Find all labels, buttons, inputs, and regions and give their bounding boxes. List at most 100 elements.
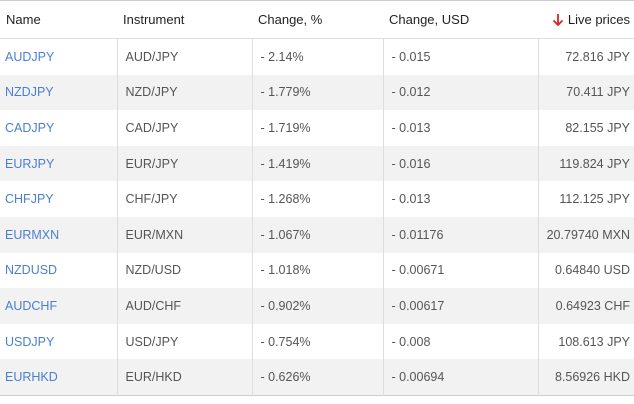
symbol-link[interactable]: AUDCHF	[5, 298, 58, 313]
symbol-link[interactable]: CADJPY	[5, 120, 55, 135]
cell-live-prices: 20.79740 MXN	[537, 216, 634, 253]
cell-change-percent: - 1.067%	[251, 216, 383, 253]
cell-text: - 0.00617	[391, 298, 445, 313]
symbol-link[interactable]: EURHKD	[5, 370, 58, 385]
cell-text: 0.64840 USD	[554, 263, 630, 278]
cell-change-percent: - 0.902%	[251, 288, 383, 324]
cell-text: - 0.013	[391, 192, 431, 207]
cell-text: - 0.016	[391, 156, 431, 171]
cell-text: - 0.00671	[391, 263, 445, 278]
cell-instrument: EUR/JPY	[116, 145, 252, 182]
cell-text: - 0.902%	[260, 298, 311, 313]
cell-change-usd: - 0.012	[382, 74, 538, 111]
cell-text: - 0.00694	[391, 370, 445, 385]
cell-text: - 2.14%	[260, 49, 304, 64]
cell-change-usd: - 0.00671	[382, 252, 538, 289]
cell-change-percent: - 0.626%	[251, 359, 383, 396]
header-text: Change, USD	[389, 12, 470, 27]
cell-instrument: EUR/HKD	[116, 359, 252, 396]
cell-name: AUDCHF	[0, 288, 117, 324]
cell-live-prices: 8.56926 HKD	[537, 359, 634, 396]
header-change-usd: Change, USD	[383, 0, 538, 39]
cell-change-usd: - 0.00694	[382, 359, 538, 396]
cell-change-percent: - 0.754%	[251, 323, 383, 360]
symbol-link[interactable]: USDJPY	[5, 334, 55, 349]
cell-change-percent: - 1.268%	[251, 181, 383, 217]
cell-live-prices: 112.125 JPY	[537, 181, 634, 217]
cell-change-percent: - 1.719%	[251, 110, 383, 146]
cell-text: AUD/CHF	[125, 298, 182, 313]
cell-instrument: AUD/CHF	[116, 288, 252, 324]
cell-text: - 0.012	[391, 85, 431, 100]
cell-text: - 0.626%	[260, 370, 311, 385]
table-row: NZDUSD NZD/USD - 1.018% - 0.00671 0.64840 US…	[0, 252, 634, 289]
cell-instrument: USD/JPY	[116, 323, 252, 360]
cell-text: USD/JPY	[125, 334, 179, 349]
cell-text: - 1.719%	[260, 120, 311, 135]
cell-change-usd: - 0.013	[382, 110, 538, 146]
cell-name: NZDUSD	[0, 253, 117, 289]
cell-instrument: EUR/MXN	[116, 216, 252, 253]
cell-text: EUR/HKD	[125, 370, 182, 385]
cell-change-usd: - 0.016	[382, 145, 538, 182]
cell-text: - 0.015	[391, 49, 431, 64]
cell-name: CHFJPY	[0, 181, 117, 217]
cell-change-usd: - 0.015	[382, 38, 538, 75]
cell-text: 108.613 JPY	[558, 334, 630, 349]
cell-name: CADJPY	[0, 110, 117, 146]
cell-name: USDJPY	[0, 324, 117, 360]
cell-live-prices: 108.613 JPY	[537, 323, 634, 360]
cell-change-percent: - 2.14%	[251, 38, 383, 75]
cell-text: 72.816 JPY	[565, 49, 630, 64]
cell-text: - 0.013	[391, 120, 431, 135]
table-row: AUDCHF AUD/CHF - 0.902% - 0.00617 0.64923 CH…	[0, 288, 634, 324]
cell-text: NZD/JPY	[125, 85, 178, 100]
cell-text: 20.79740 MXN	[546, 227, 630, 242]
table-row: CHFJPY CHF/JPY - 1.268% - 0.013 112.125 JPY	[0, 181, 634, 217]
cell-name: EURJPY	[0, 145, 117, 182]
table-row: EURJPY EUR/JPY - 1.419% - 0.016 119.824 JPY	[0, 145, 634, 182]
cell-name: EURHKD	[0, 359, 117, 396]
cell-change-usd: - 0.01176	[382, 216, 538, 253]
cell-text: 8.56926 HKD	[554, 370, 630, 385]
cell-text: AUD/JPY	[125, 49, 179, 64]
cell-text: EUR/JPY	[125, 156, 179, 171]
cell-text: NZD/USD	[125, 263, 182, 278]
cell-change-usd: - 0.008	[382, 323, 538, 360]
cell-change-usd: - 0.00617	[382, 288, 538, 324]
cell-name: EURMXN	[0, 216, 117, 253]
symbol-link[interactable]: EURJPY	[5, 156, 55, 171]
symbol-link[interactable]: NZDJPY	[5, 85, 54, 100]
table-row: EURMXN EUR/MXN - 1.067% - 0.01176 20.79740 M…	[0, 216, 634, 253]
symbol-link[interactable]: CHFJPY	[5, 192, 54, 207]
cell-text: - 0.01176	[391, 227, 444, 242]
cell-text: - 1.419%	[260, 156, 311, 171]
table-body: AUDJPY AUD/JPY - 2.14% - 0.015 72.816 JPY NZD…	[0, 38, 634, 396]
cell-text: CHF/JPY	[125, 192, 178, 207]
cell-text: - 0.008	[391, 334, 431, 349]
cell-change-percent: - 1.779%	[251, 74, 383, 111]
header-text: Instrument	[123, 12, 185, 27]
table-row: AUDJPY AUD/JPY - 2.14% - 0.015 72.816 JPY	[0, 38, 634, 75]
symbol-link[interactable]: NZDUSD	[5, 263, 58, 278]
table-row: EURHKD EUR/HKD - 0.626% - 0.00694 8.56926 HK…	[0, 359, 634, 396]
cell-text: - 1.268%	[260, 192, 311, 207]
header-live-prices[interactable]: Live prices	[538, 0, 634, 39]
header-instrument: Instrument	[117, 0, 252, 39]
cell-change-percent: - 1.419%	[251, 145, 383, 182]
symbol-link[interactable]: AUDJPY	[5, 49, 55, 64]
cell-live-prices: 0.64840 USD	[537, 252, 634, 289]
symbol-link[interactable]: EURMXN	[5, 227, 60, 242]
cell-instrument: NZD/JPY	[116, 74, 252, 111]
cell-text: - 0.754%	[260, 334, 311, 349]
cell-text: 112.125 JPY	[559, 192, 630, 207]
cell-text: - 1.067%	[260, 227, 311, 242]
cell-text: 82.155 JPY	[565, 120, 630, 135]
header-text: Live prices	[567, 12, 630, 27]
cell-instrument: CAD/JPY	[116, 110, 252, 146]
cell-change-percent: - 1.018%	[251, 252, 383, 289]
table-row: NZDJPY NZD/JPY - 1.779% - 0.012 70.411 JPY	[0, 74, 634, 111]
cell-text: - 1.779%	[260, 85, 311, 100]
